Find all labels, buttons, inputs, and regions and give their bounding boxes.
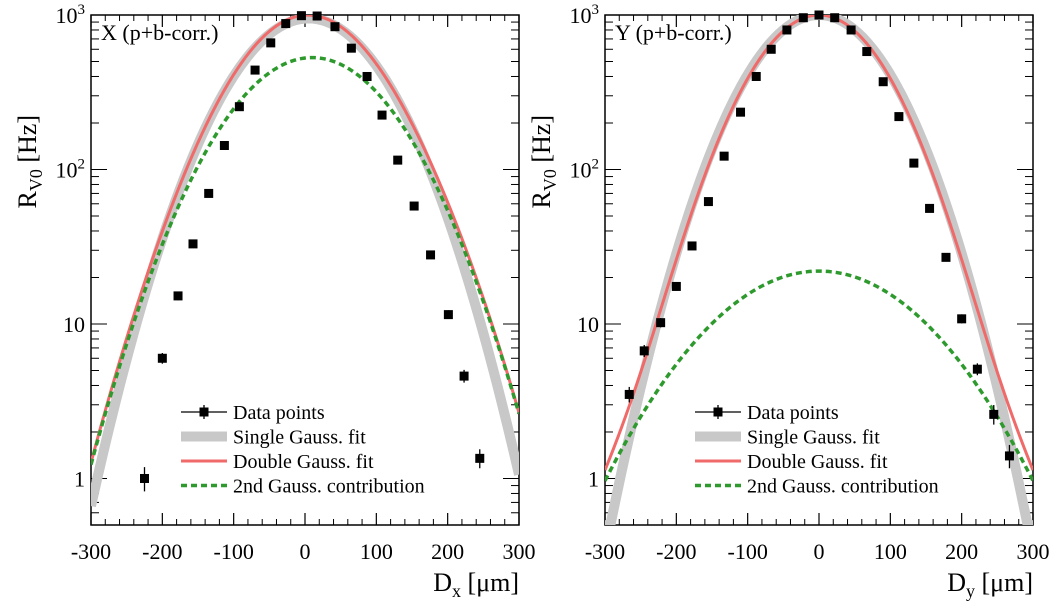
data-point [296,11,306,21]
data-point [671,281,681,291]
x-tick-label: 200 [945,539,978,564]
data-point [234,102,244,112]
y-axis-title: RV0 [Hz] [527,115,560,208]
panel-label: X (p+b-corr.) [101,20,218,45]
legend-data-marker [199,407,209,417]
data-point [957,314,967,324]
data-point [173,291,183,301]
data-point [330,22,340,32]
legend-label: Single Gauss. fit [233,427,366,449]
panel-right: -300 -200 -100 0 100 200 300 1 10 102 103 Dy [μm] RV… [527,2,1050,601]
data-point [766,44,776,54]
data-point [909,158,919,168]
data-point [782,25,792,35]
legend-label: 2nd Gauss. contribution [747,476,939,498]
data-point [639,346,649,356]
x-tick-label: -200 [656,539,696,564]
data-point [426,250,436,260]
data-point [894,112,904,122]
x-axis-title: Dy [μm] [947,568,1033,601]
data-point [989,409,999,419]
data-point [157,353,167,363]
data-point [736,107,746,117]
data-point [703,197,713,207]
data-point [443,310,453,320]
data-point [393,155,403,165]
data-point [219,140,229,150]
second-gauss-contribution-curve [91,55,519,466]
data-point [377,110,387,120]
x-tick-label: 300 [1017,539,1050,564]
x-tick-label: 300 [503,539,536,564]
data-point [798,13,808,23]
legend-data-marker [713,407,723,417]
data-point [878,77,888,87]
x-tick-label: 0 [814,539,825,564]
y-tick-label: 103 [570,2,600,28]
data-point [250,65,260,75]
data-point [266,38,276,48]
x-tick-label: -300 [585,539,625,564]
y-tick-label: 103 [56,2,86,28]
x-tick-label: 100 [874,539,907,564]
data-point [751,71,761,81]
y-tick-label: 102 [570,156,600,182]
y-tick-label: 10 [577,312,599,337]
legend-label: Double Gauss. fit [747,451,888,473]
y-axis-title: RV0 [Hz] [13,115,46,208]
data-point [362,71,372,81]
x-tick-label: -100 [214,539,254,564]
data-point [656,318,666,328]
single-gauss-fit-curve [605,15,1033,525]
data-point [459,371,469,381]
x-tick-label: 0 [300,539,311,564]
x-tick-label: 100 [360,539,393,564]
x-tick-label: 200 [431,539,464,564]
x-tick-label: -300 [71,539,111,564]
data-point [312,11,322,21]
data-point [140,473,149,483]
panel-label: Y (p+b-corr.) [615,20,732,45]
curves-group [605,15,1033,525]
x-tick-label: -100 [728,539,768,564]
data-point [409,201,419,211]
data-point [204,188,214,198]
data-point [846,25,856,35]
legend-label: Single Gauss. fit [747,427,880,449]
x-tick-label: -200 [142,539,182,564]
legend-label: 2nd Gauss. contribution [233,476,425,498]
y-tick-label: 102 [56,156,86,182]
x-axis-title: Dx [μm] [433,568,519,601]
panel-left: -300 -200 -100 0 100 200 300 1 10 102 103 Dx [μm] RV… [13,2,536,601]
double-gauss-fit-curve [605,15,1033,471]
data-point [941,252,951,262]
data-point [346,43,356,53]
data-point [719,151,729,161]
y-tick-label: 10 [63,312,85,337]
data-point [281,19,291,29]
y-tick-label: 1 [588,466,599,491]
data-point [830,13,840,23]
y-tick-label: 1 [74,466,85,491]
legend-label: Double Gauss. fit [233,451,374,473]
data-point [972,364,982,374]
data-point [814,10,824,20]
legend-label: Data points [233,402,325,424]
data-point [624,389,634,399]
data-point [925,203,935,213]
data-point [1004,451,1014,461]
data-point [862,47,872,57]
second-gauss-contribution-curve [605,269,1033,482]
data-point [188,239,198,249]
legend-label: Data points [747,402,839,424]
data-point [475,453,485,463]
data-point [687,241,697,251]
